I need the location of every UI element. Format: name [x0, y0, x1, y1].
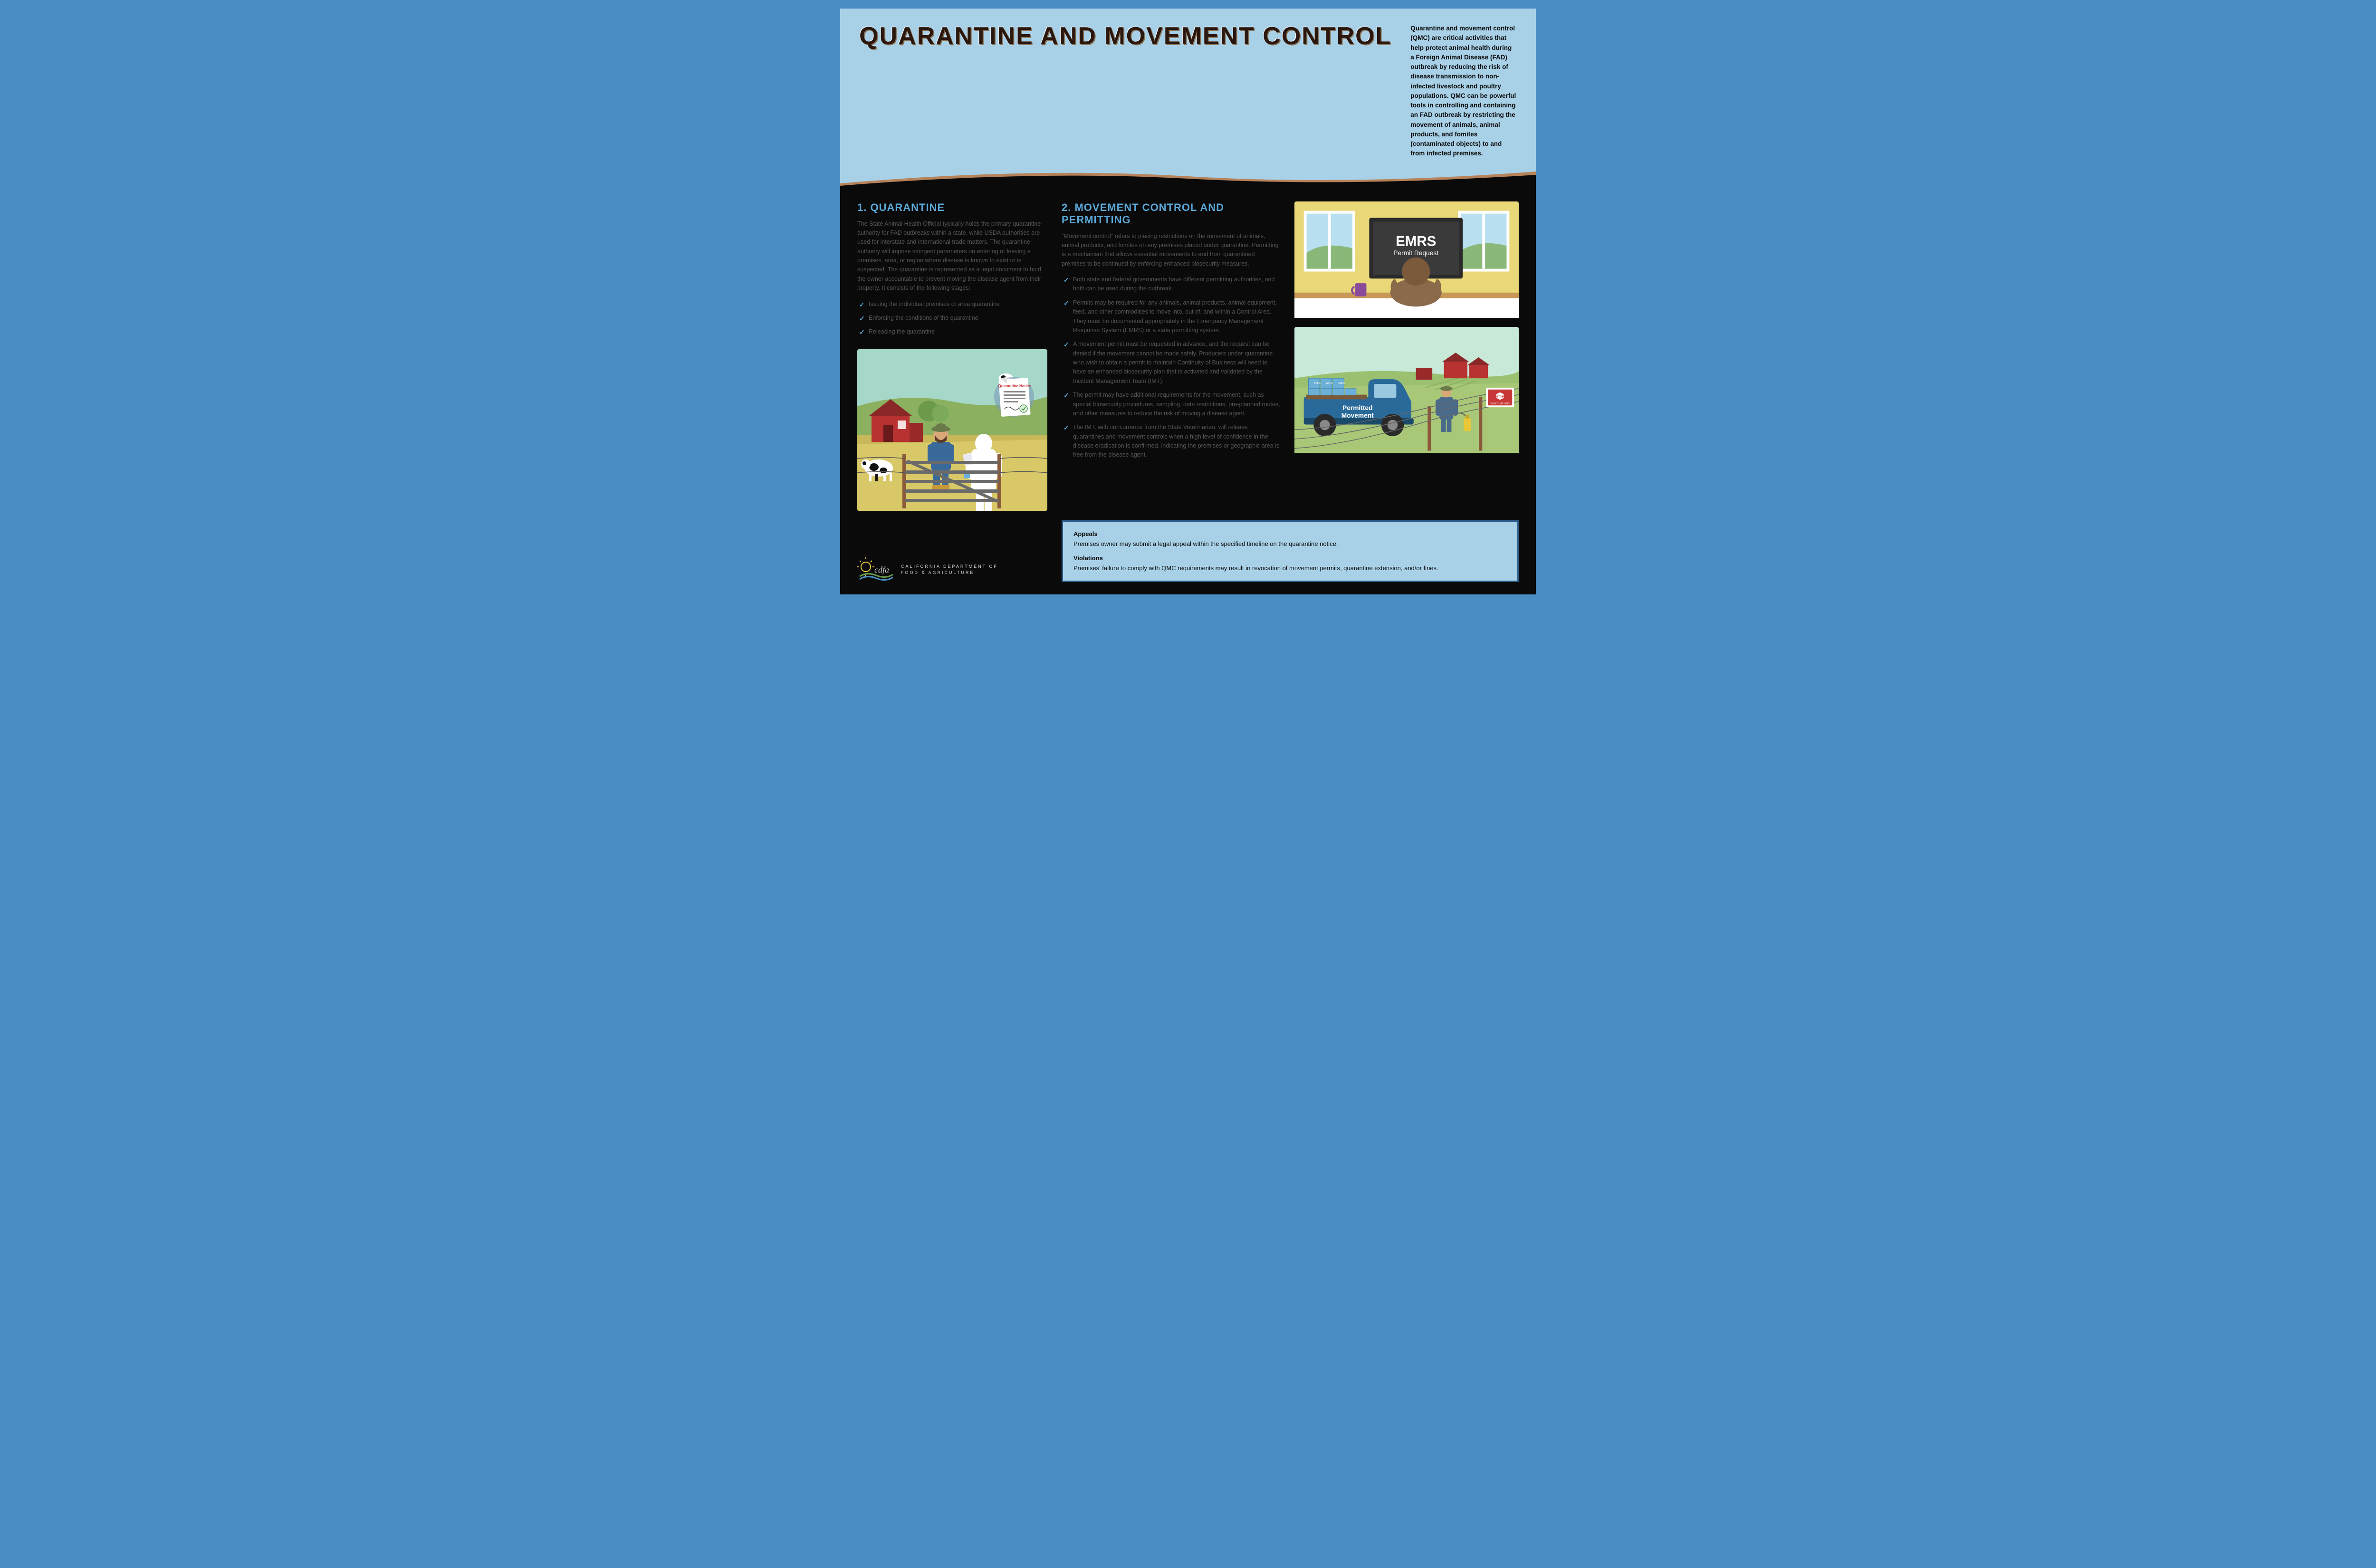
- svg-text:EMRS: EMRS: [1396, 233, 1436, 249]
- list-item: Permits may be required for any animals,…: [1062, 298, 1280, 335]
- heading-quarantine: 1. QUARANTINE: [857, 201, 1047, 214]
- cdfa-logo-icon: cdfa: [857, 557, 895, 582]
- svg-text:cdfa: cdfa: [874, 565, 889, 574]
- quarantine-illustration: Quarantine Notice: [857, 349, 1047, 511]
- list-item: Releasing the quarantine: [857, 327, 1047, 336]
- appeals-heading: Appeals: [1073, 529, 1507, 539]
- svg-text:MILK: MILK: [1338, 382, 1345, 385]
- bottom-row: cdfa CALIFORNIA DEPARTMENT OF FOOD & AGR…: [840, 520, 1536, 594]
- svg-text:STOP: STOP: [1496, 396, 1504, 399]
- cdfa-logo: cdfa CALIFORNIA DEPARTMENT OF FOOD & AGR…: [857, 557, 1047, 582]
- svg-text:MILK: MILK: [1326, 382, 1333, 385]
- quarantine-notice-icon: Quarantine Notice: [994, 377, 1034, 417]
- svg-text:MILK: MILK: [1314, 382, 1321, 385]
- list-item: The IMT, with concurrence from the State…: [1062, 423, 1280, 460]
- logo-line1: CALIFORNIA DEPARTMENT OF: [901, 564, 998, 570]
- logo-text: CALIFORNIA DEPARTMENT OF FOOD & AGRICULT…: [901, 564, 998, 575]
- content-columns: 1. QUARANTINE The State Animal Health Of…: [840, 187, 1536, 520]
- column-quarantine: 1. QUARANTINE The State Animal Health Of…: [857, 201, 1047, 511]
- stop-sign-icon: STOP BIOSECURE AREA: [1486, 388, 1514, 407]
- list-item: Both state and federal governments have …: [1062, 275, 1280, 294]
- gate-icon: [902, 454, 1001, 508]
- wave-divider: [840, 164, 1536, 188]
- svg-text:Permit Request: Permit Request: [1393, 249, 1438, 257]
- quarantine-bullets: Issuing the individual premises or area …: [857, 300, 1047, 342]
- poster-outer: QUARANTINE AND MOVEMENT CONTROL Quaranti…: [832, 0, 1544, 603]
- list-item: A movement permit must be requested in a…: [1062, 340, 1280, 386]
- poster-inner: QUARANTINE AND MOVEMENT CONTROL Quaranti…: [840, 9, 1536, 594]
- heading-movement: 2. MOVEMENT CONTROL AND PERMITTING: [1062, 201, 1280, 226]
- svg-text:Quarantine Notice: Quarantine Notice: [998, 384, 1031, 388]
- quarantine-body: The State Animal Health Official typical…: [857, 220, 1047, 293]
- column-movement: 2. MOVEMENT CONTROL AND PERMITTING "Move…: [1062, 201, 1280, 511]
- svg-text:Permitted: Permitted: [1342, 404, 1372, 411]
- appeals-text: Premises owner may submit a legal appeal…: [1073, 539, 1507, 549]
- main-title: QUARANTINE AND MOVEMENT CONTROL: [859, 24, 1391, 48]
- list-item: The permit may have additional requireme…: [1062, 391, 1280, 418]
- appeals-violations-box: Appeals Premises owner may submit a lega…: [1062, 520, 1519, 582]
- list-item: Issuing the individual premises or area …: [857, 300, 1047, 309]
- intro-paragraph: Quarantine and movement control (QMC) ar…: [1410, 24, 1517, 159]
- logo-line2: FOOD & AGRICULTURE: [901, 570, 998, 576]
- truck-panel: MILK MILK MILK Permitted: [1294, 327, 1519, 456]
- column-illustrations: EMRS Permit Request: [1294, 201, 1519, 511]
- svg-text:Movement: Movement: [1341, 412, 1374, 419]
- movement-body: "Movement control" refers to placing res…: [1062, 232, 1280, 269]
- movement-bullets: Both state and federal governments have …: [1062, 275, 1280, 460]
- violations-text: Premises' failure to comply with QMC req…: [1073, 564, 1507, 573]
- list-item: Enforcing the conditions of the quaranti…: [857, 314, 1047, 323]
- svg-text:BIOSECURE AREA: BIOSECURE AREA: [1490, 402, 1511, 405]
- header-band: QUARANTINE AND MOVEMENT CONTROL Quaranti…: [840, 9, 1536, 187]
- emrs-panel: EMRS Permit Request: [1294, 201, 1519, 321]
- violations-heading: Violations: [1073, 554, 1507, 563]
